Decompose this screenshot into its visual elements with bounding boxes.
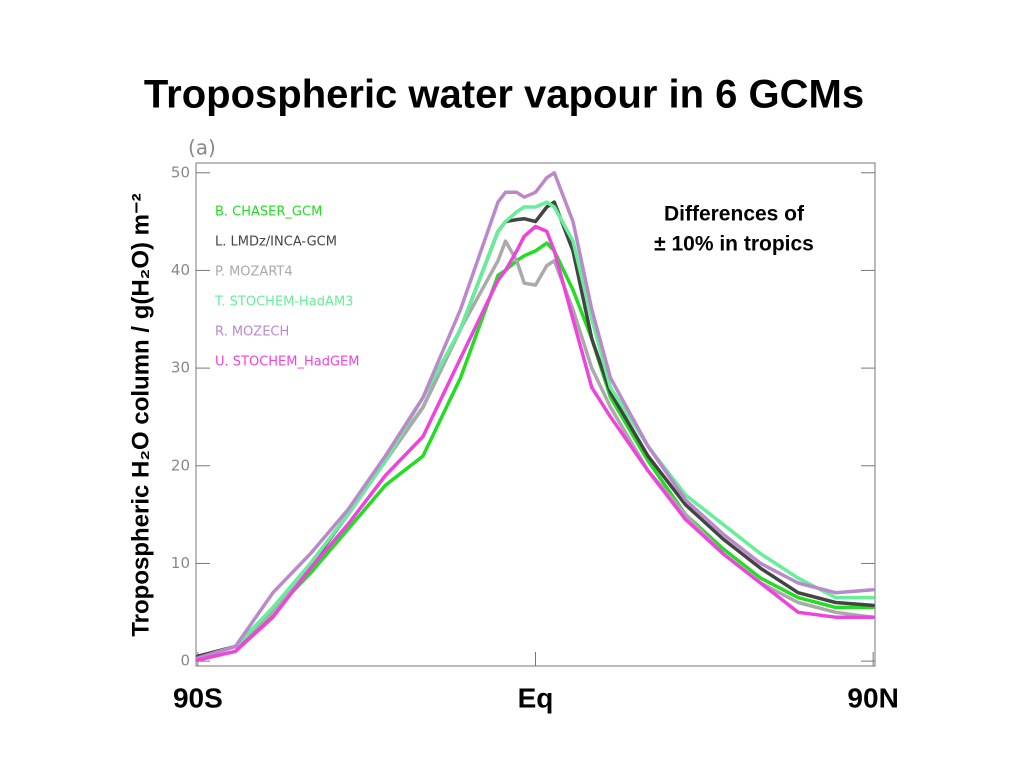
y-tick-label: 50: [171, 163, 190, 181]
legend-entry: B. CHASER_GCM: [215, 205, 322, 220]
chart-title: Tropospheric water vapour in 6 GCMs: [144, 73, 864, 117]
legend-entry: L. LMDz/INCA-GCM: [215, 235, 337, 250]
y-tick-label: 20: [171, 456, 190, 474]
series-line: [196, 171, 875, 660]
annotation: Differences of: [664, 203, 805, 226]
legend-entry: T. STOCHEM-HadAM3: [214, 295, 353, 310]
panel-label: (a): [188, 136, 216, 160]
legend-entry: R. MOZECH: [215, 325, 289, 340]
y-tick-label: 40: [171, 261, 190, 279]
y-tick-label: 10: [171, 554, 190, 572]
series-line: [196, 224, 875, 662]
series-line: [196, 200, 875, 660]
series-line: [196, 241, 875, 660]
annotation: ± 10% in tropics: [654, 233, 814, 256]
legend-entry: P. MOZART4: [215, 265, 293, 280]
legend-entry: U. STOCHEM_HadGEM: [215, 355, 360, 370]
y-tick-label: 30: [171, 359, 190, 377]
x-tick-label: Eq: [518, 682, 554, 713]
y-tick-label: 0: [180, 652, 190, 670]
x-tick-label: 90N: [847, 682, 898, 713]
y-axis-label: Tropospheric H₂O column / g(H₂O) m⁻²: [127, 193, 154, 636]
x-tick-label: 90S: [173, 682, 223, 713]
